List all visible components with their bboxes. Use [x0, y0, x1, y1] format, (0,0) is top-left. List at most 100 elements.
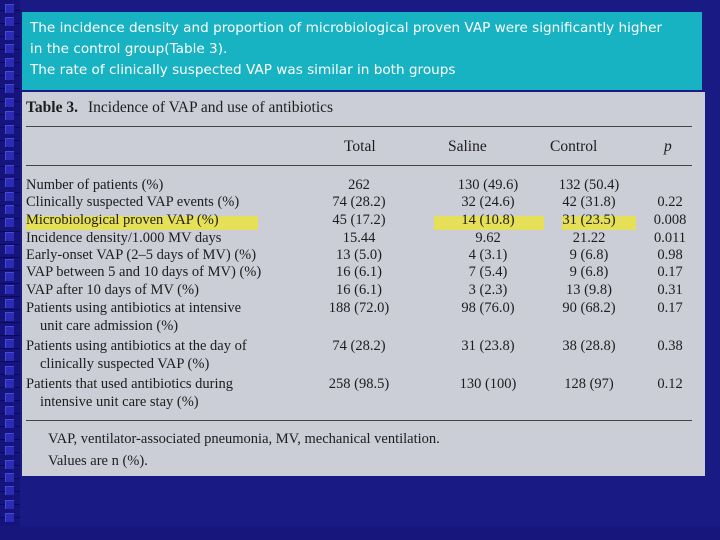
table-header-rule [26, 165, 692, 166]
row-label: Microbiological proven VAP (%) [26, 212, 219, 228]
table-row: Incidence density/1.000 MV days 15.44 9.62… [22, 230, 705, 247]
decorative-square [5, 298, 14, 308]
decorative-square [5, 486, 14, 496]
decorative-square-strip [0, 0, 20, 540]
decorative-square [5, 432, 14, 442]
row-label-continued: unit care admission (%) [40, 318, 179, 334]
decorative-square [5, 392, 14, 402]
column-header-saline: Saline [448, 138, 487, 155]
decorative-square [5, 111, 14, 121]
decorative-square [5, 499, 14, 509]
row-label: Patients using antibiotics at intensive [26, 300, 242, 316]
row-label: Patients using antibiotics at the day of [26, 338, 247, 354]
decorative-square [5, 84, 14, 94]
row-label: VAP between 5 and 10 days of MV) (%) [26, 264, 262, 280]
cell-saline: 130 (49.6) [457, 177, 519, 193]
decorative-bottom-strip [0, 526, 720, 540]
cell-total: 45 (17.2) [332, 212, 386, 228]
decorative-square [5, 138, 14, 147]
decorative-square [5, 30, 14, 40]
table-row: VAP between 5 and 10 days of MV) (%) 16 (… [22, 264, 705, 281]
decorative-square [5, 57, 14, 67]
banner-line: The incidence density and proportion of … [30, 20, 663, 36]
decorative-square [5, 4, 14, 13]
decorative-square [5, 245, 14, 255]
decorative-square [5, 379, 14, 389]
decorative-square [5, 406, 14, 415]
row-highlight-control [562, 216, 636, 230]
row-label-continued: intensive unit care stay (%) [40, 394, 199, 410]
decorative-square [5, 513, 14, 523]
cell-control: 128 (97) [564, 376, 614, 392]
table-row: VAP after 10 days of MV (%) 16 (6.1) 3 (2.… [22, 282, 705, 299]
decorative-square [5, 325, 14, 335]
decorative-square [5, 218, 14, 228]
table-row: Clinically suspected VAP events (%) 74 (2… [22, 194, 705, 211]
cell-total: 74 (28.2) [332, 338, 386, 354]
cell-saline: 14 (10.8) [461, 212, 515, 228]
cell-control: 132 (50.4) [558, 177, 620, 193]
decorative-square [5, 272, 14, 281]
cell-p-value: 0.38 [657, 338, 683, 354]
table-row: Microbiological proven VAP (%) 45 (17.2) 1… [22, 212, 705, 229]
decorative-square [5, 205, 14, 214]
cell-total: 13 (5.0) [336, 247, 382, 263]
cell-saline: 32 (24.6) [461, 194, 515, 210]
row-label: Patients that used antibiotics during [26, 376, 234, 392]
cell-saline: 130 (100) [459, 376, 517, 392]
decorative-square [5, 164, 14, 174]
cell-saline: 3 (2.3) [468, 282, 508, 298]
cell-control: 13 (9.8) [566, 282, 612, 298]
cell-control: 90 (68.2) [562, 300, 616, 316]
cell-total: 262 [348, 177, 370, 193]
decorative-square [5, 97, 14, 107]
cell-total: 258 (98.5) [328, 376, 390, 392]
decorative-square [5, 258, 14, 268]
table-3-image: Table 3. Incidence of VAP and use of anti… [22, 92, 705, 476]
row-highlight-saline [434, 216, 544, 230]
cell-p-value: 0.17 [657, 300, 683, 316]
decorative-square [5, 446, 14, 456]
cell-p-value: 0.17 [657, 264, 683, 280]
table-row: Number of patients (%) 262 130 (49.6) 132 (… [22, 177, 705, 194]
column-header-total: Total [344, 138, 376, 155]
table-caption: Table 3. Incidence of VAP and use of anti… [26, 99, 333, 117]
banner-line: in the control group(Table 3). [30, 41, 228, 57]
cell-control: 9 (6.8) [569, 247, 609, 263]
row-label: Number of patients (%) [26, 177, 164, 193]
decorative-square [5, 17, 14, 27]
cell-p-value: 0.008 [653, 212, 687, 228]
cell-control: 42 (31.8) [562, 194, 616, 210]
table-top-rule [26, 126, 692, 127]
decorative-square [5, 124, 14, 134]
cell-p-value: 0.31 [657, 282, 683, 298]
cell-saline: 31 (23.8) [461, 338, 515, 354]
cell-saline: 7 (5.4) [468, 264, 508, 280]
decorative-square [5, 231, 14, 241]
decorative-square [5, 365, 14, 375]
cell-control: 31 (23.5) [562, 212, 616, 228]
table-bottom-rule [26, 420, 692, 421]
decorative-square [5, 71, 14, 80]
cell-control: 38 (28.8) [562, 338, 616, 354]
cell-saline: 4 (3.1) [468, 247, 508, 263]
summary-banner: The incidence density and proportion of … [22, 12, 702, 90]
row-label-continued: clinically suspected VAP (%) [40, 356, 210, 372]
row-label: Incidence density/1.000 MV days [26, 230, 222, 246]
table-row: Early-onset VAP (2–5 days of MV) (%) 13 (… [22, 247, 705, 264]
decorative-square [5, 352, 14, 362]
cell-saline: 98 (76.0) [461, 300, 515, 316]
decorative-square [5, 44, 14, 54]
decorative-square [5, 339, 14, 348]
cell-total: 16 (6.1) [336, 282, 382, 298]
table-footnote: VAP, ventilator-associated pneumonia, MV… [48, 431, 440, 447]
cell-total: 188 (72.0) [328, 300, 390, 316]
table-row: Patients using antibiotics at the day of… [22, 338, 705, 372]
decorative-square [5, 285, 14, 295]
cell-p-value: 0.22 [657, 194, 683, 210]
decorative-square [5, 191, 14, 201]
decorative-square [5, 312, 14, 322]
table-caption-text: Incidence of VAP and use of antibiotics [87, 99, 334, 116]
cell-p-value: 0.011 [653, 230, 687, 246]
decorative-square [5, 419, 14, 429]
